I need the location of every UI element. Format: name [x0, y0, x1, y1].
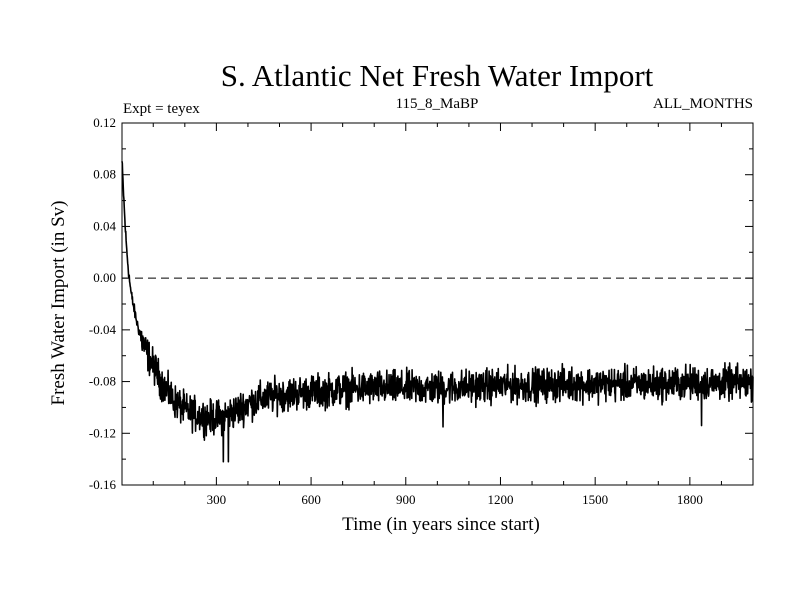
x-tick-label: 300: [207, 492, 227, 507]
chart-title: S. Atlantic Net Fresh Water Import: [221, 58, 654, 93]
period-label: 115_8_MaBP: [396, 96, 479, 112]
y-tick-label: -0.16: [89, 477, 117, 492]
months-label: ALL_MONTHS: [653, 96, 753, 112]
y-tick-label: 0.00: [93, 270, 116, 285]
y-tick-label: -0.04: [89, 322, 117, 337]
x-tick-label: 600: [301, 492, 321, 507]
experiment-label: Expt = teyex: [123, 101, 200, 117]
y-axis-label: Fresh Water Import (in Sv): [48, 201, 69, 406]
y-tick-label: -0.12: [89, 425, 116, 440]
x-tick-label: 1800: [677, 492, 703, 507]
y-tick-label: 0.04: [93, 218, 116, 233]
x-axis-label: Time (in years since start): [342, 514, 540, 535]
series-line-fresh-water-import: [121, 161, 754, 463]
plot-area: 0.12 0.08 0.04 0.00 -0.04 -0.08 -0.12 -0.16 300…: [89, 115, 754, 507]
y-tick-label: 0.12: [93, 115, 116, 130]
plot-frame: [121, 122, 754, 486]
x-tick-label: 1500: [582, 492, 608, 507]
x-tick-label: 1200: [487, 492, 513, 507]
y-tick-label: -0.08: [89, 374, 116, 389]
y-ticks: 0.12 0.08 0.04 0.00 -0.04 -0.08 -0.12 -0.16: [89, 115, 753, 492]
y-tick-label: 0.08: [93, 167, 116, 182]
x-tick-label: 900: [396, 492, 416, 507]
x-ticks: 300 600 900 1200 1500 1800: [152, 123, 722, 507]
